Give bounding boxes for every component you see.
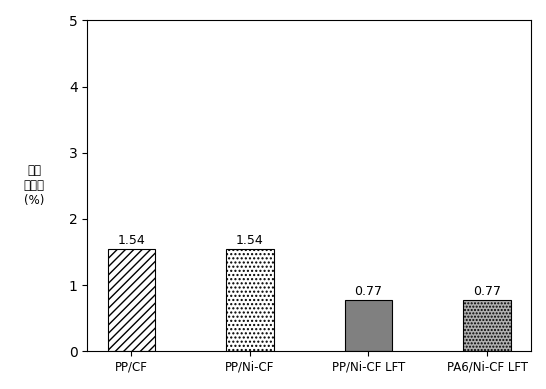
Text: 성형
수축률
(%): 성형 수축률 (%) bbox=[23, 165, 45, 207]
Bar bbox=[108, 249, 155, 351]
Bar bbox=[464, 300, 511, 351]
Text: 0.77: 0.77 bbox=[473, 285, 501, 298]
Text: 1.54: 1.54 bbox=[236, 234, 264, 247]
Bar bbox=[226, 249, 274, 351]
Bar bbox=[345, 300, 392, 351]
Text: 1.54: 1.54 bbox=[117, 234, 145, 247]
Text: 0.77: 0.77 bbox=[354, 285, 383, 298]
